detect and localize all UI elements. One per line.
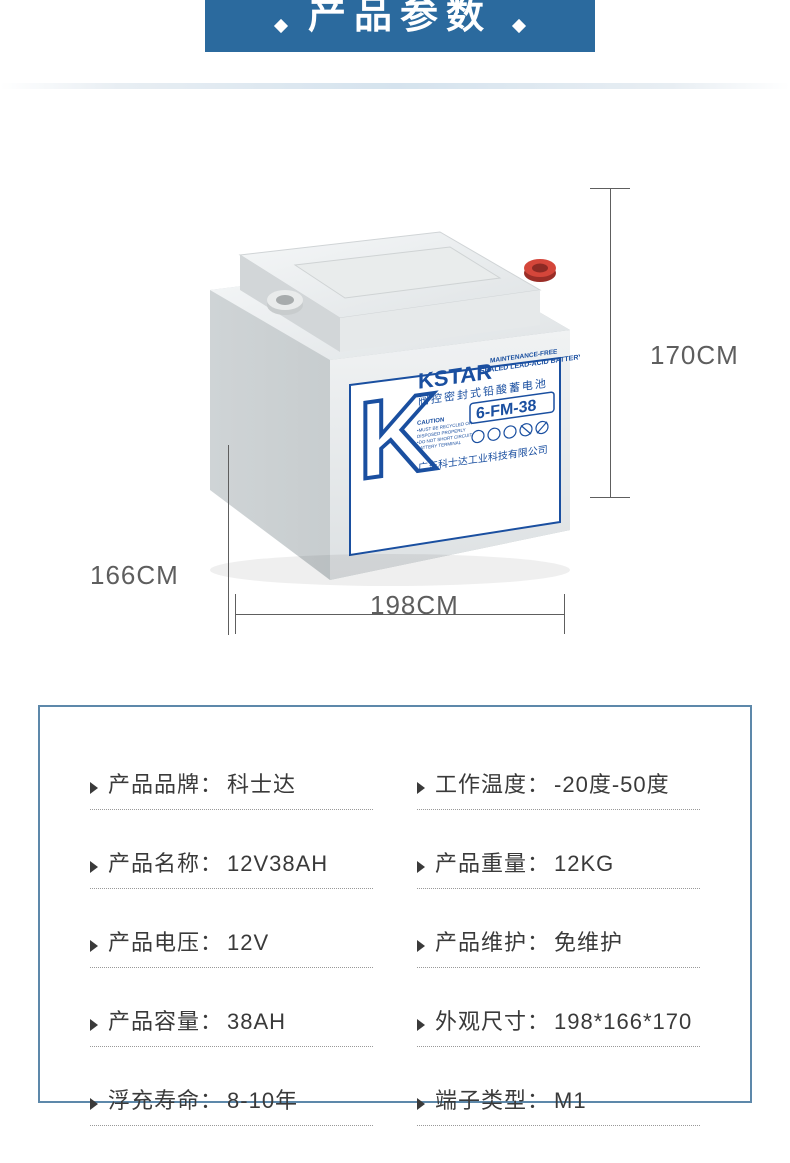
product-figure: K KSTAR MAINTENANCE-FREE SEALED LEAD-ACI… xyxy=(80,140,750,660)
diamond-icon xyxy=(274,19,288,33)
spec-value: 12KG xyxy=(554,851,614,877)
dim-line-depth-tick xyxy=(228,445,229,635)
spec-row: 产品电压：12V xyxy=(90,925,373,968)
spec-table: 产品品牌：科士达工作温度：-20度-50度产品名称：12V38AH产品重量：12… xyxy=(38,705,752,1103)
spec-label: 产品电压： xyxy=(108,925,223,957)
spec-value: 12V38AH xyxy=(227,851,328,877)
spec-label: 端子类型： xyxy=(435,1083,550,1115)
spec-value: 8-10年 xyxy=(227,1083,298,1115)
gradient-divider xyxy=(0,83,790,89)
triangle-icon xyxy=(90,1019,98,1031)
triangle-icon xyxy=(90,1098,98,1110)
dim-label-width: 198CM xyxy=(370,590,459,621)
spec-row: 产品品牌：科士达 xyxy=(90,767,373,810)
page-title: 产品参数 xyxy=(308,0,492,35)
spec-row: 产品容量：38AH xyxy=(90,1004,373,1047)
triangle-icon xyxy=(90,940,98,952)
spec-label: 产品维护： xyxy=(435,925,550,957)
spec-label: 浮充寿命： xyxy=(108,1083,223,1115)
triangle-icon xyxy=(417,1019,425,1031)
spec-label: 产品名称： xyxy=(108,846,223,878)
spec-label: 外观尺寸： xyxy=(435,1004,550,1036)
dim-label-depth: 166CM xyxy=(90,560,179,591)
battery-illustration: K KSTAR MAINTENANCE-FREE SEALED LEAD-ACI… xyxy=(140,150,580,590)
spec-value: M1 xyxy=(554,1088,587,1114)
triangle-icon xyxy=(417,940,425,952)
spec-row: 浮充寿命：8-10年 xyxy=(90,1083,373,1126)
title-banner: 产品参数 xyxy=(205,0,595,52)
spec-value: 科士达 xyxy=(227,767,296,799)
spec-value: 免维护 xyxy=(554,925,623,957)
dim-label-height: 170CM xyxy=(650,340,739,371)
diamond-icon xyxy=(512,19,526,33)
triangle-icon xyxy=(90,861,98,873)
spec-row: 产品名称：12V38AH xyxy=(90,846,373,889)
spec-label: 产品容量： xyxy=(108,1004,223,1036)
spec-row: 产品重量：12KG xyxy=(417,846,700,889)
spec-row: 工作温度：-20度-50度 xyxy=(417,767,700,810)
spec-row: 外观尺寸：198*166*170 xyxy=(417,1004,700,1047)
spec-value: 38AH xyxy=(227,1009,286,1035)
spec-value: -20度-50度 xyxy=(554,767,670,799)
spec-row: 端子类型：M1 xyxy=(417,1083,700,1126)
triangle-icon xyxy=(90,782,98,794)
spec-label: 产品品牌： xyxy=(108,767,223,799)
spec-label: 产品重量： xyxy=(435,846,550,878)
spec-row: 产品维护：免维护 xyxy=(417,925,700,968)
dim-line-height xyxy=(610,188,611,498)
triangle-icon xyxy=(417,861,425,873)
triangle-icon xyxy=(417,782,425,794)
triangle-icon xyxy=(417,1098,425,1110)
spec-label: 工作温度： xyxy=(435,767,550,799)
spec-value: 198*166*170 xyxy=(554,1009,692,1035)
spec-value: 12V xyxy=(227,930,269,956)
